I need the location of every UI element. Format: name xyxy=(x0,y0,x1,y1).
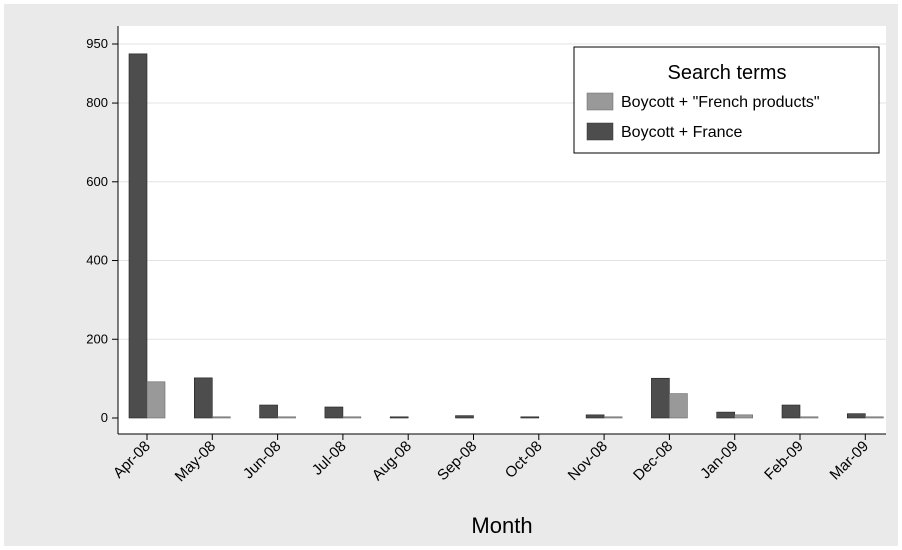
bar-boycott-france xyxy=(324,406,344,419)
x-tick-label: May-08 xyxy=(172,438,219,485)
x-tick-label: Sep-08 xyxy=(434,438,480,484)
y-axis-ticks: 0 200 400 600 800 950 xyxy=(86,36,118,425)
x-axis-title: Month xyxy=(471,513,532,538)
legend: Search terms Boycott + "French products"… xyxy=(573,46,880,154)
legend-label-france: Boycott + France xyxy=(621,124,742,141)
bar-boycott-french-products xyxy=(212,416,231,419)
bar-boycott-france xyxy=(194,377,213,419)
y-tick-label: 0 xyxy=(101,410,108,425)
x-tick-label: Apr-08 xyxy=(110,438,154,482)
y-tick-label: 600 xyxy=(86,174,108,189)
bar-boycott-french-products xyxy=(277,416,296,419)
x-tick-label: Jun-08 xyxy=(240,438,284,482)
x-tick-label: Nov-08 xyxy=(565,438,611,484)
bar-boycott-france xyxy=(716,411,736,419)
legend-swatch-french-products xyxy=(586,92,614,111)
bar-boycott-french-products xyxy=(864,416,884,419)
bar-boycott-france xyxy=(651,377,670,419)
bar-boycott-french-products xyxy=(342,416,362,419)
bar-boycott-french-products xyxy=(734,414,754,419)
x-tick-label: Aug-08 xyxy=(369,438,415,484)
bar-boycott-france xyxy=(585,414,605,419)
bar-boycott-france xyxy=(781,404,801,419)
x-tick-label: Dec-08 xyxy=(630,438,676,484)
bars xyxy=(128,53,884,419)
bar-boycott-french-products xyxy=(669,393,688,419)
bar-boycott-france xyxy=(389,416,409,419)
y-tick-label: 800 xyxy=(86,95,108,110)
x-tick-label: Oct-08 xyxy=(502,438,546,482)
bar-boycott-french-products xyxy=(603,416,623,419)
x-tick-label: Mar-09 xyxy=(827,438,873,484)
bar-boycott-france xyxy=(520,416,540,419)
legend-title: Search terms xyxy=(668,62,787,84)
y-tick-label: 950 xyxy=(86,36,108,51)
bar-boycott-france xyxy=(128,53,148,419)
x-tick-label: Jan-09 xyxy=(697,438,741,482)
bar-boycott-france xyxy=(455,415,474,419)
x-axis-ticks: Apr-08 May-08 Jun-08 Jul-08 Aug-08 Sep-08 Oct-… xyxy=(110,434,872,485)
x-tick-label: Jul-08 xyxy=(309,438,350,479)
bar-boycott-france xyxy=(259,404,278,419)
bar-boycott-france xyxy=(846,413,866,419)
legend-swatch-france xyxy=(586,122,614,141)
bar-boycott-french-products xyxy=(799,416,819,419)
bar-boycott-french-products xyxy=(146,381,166,419)
y-tick-label: 400 xyxy=(86,253,108,268)
x-tick-label: Feb-09 xyxy=(761,438,807,484)
legend-box xyxy=(573,46,880,154)
y-tick-label: 200 xyxy=(86,331,108,346)
legend-label-french-products: Boycott + "French products" xyxy=(621,94,820,111)
